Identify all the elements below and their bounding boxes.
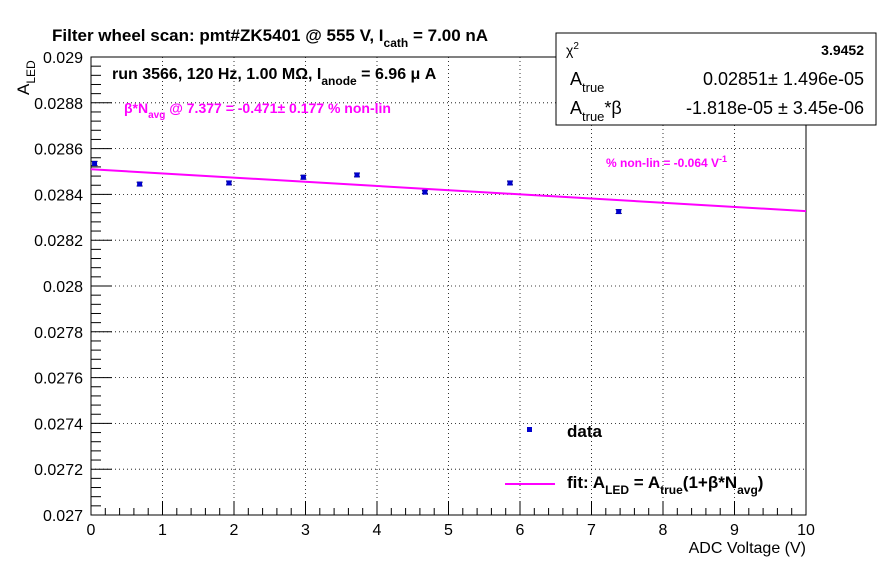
data-marks xyxy=(90,160,807,215)
stats-chi2-value: 3.9452 xyxy=(821,42,864,58)
plot-frame xyxy=(90,56,807,516)
stats-box-frame xyxy=(555,32,877,126)
stats-chi2-label: χ2 xyxy=(566,41,579,58)
x-axis-label: ADC Voltage (V) xyxy=(689,540,806,557)
y-tick-label: 0.028 xyxy=(43,279,83,296)
y-tick-label: 0.0288 xyxy=(34,96,83,113)
nonlin-annotation: β*Navg @ 7.377 = -0.471± 0.177 % non-lin xyxy=(124,100,391,121)
x-tick-label: 2 xyxy=(230,522,239,539)
data-point xyxy=(300,174,306,180)
y-tick-label: 0.0282 xyxy=(34,233,83,250)
stats-atrue-beta-value: -1.818e-05 ± 3.45e-06 xyxy=(686,98,864,118)
y-tick-label: 0.0276 xyxy=(34,371,83,388)
legend: data fit: ALED = Atrue(1+β*Navg) xyxy=(505,422,763,497)
data-point xyxy=(92,160,98,166)
x-tick-label: 7 xyxy=(587,522,596,539)
y-tick-label: 0.029 xyxy=(43,50,83,67)
grid: 0 1 2 3 4 5 6 7 8 9 10 0.027 0.0272 0.0274 0.0276 0.027… xyxy=(34,50,815,539)
run-info: run 3566, 120 Hz, 1.00 MΩ, Ianode = 6.96… xyxy=(112,66,437,88)
x-tick-label: 4 xyxy=(373,522,382,539)
y-tick-label: 0.0284 xyxy=(34,187,83,204)
y-tick-label: 0.0272 xyxy=(34,462,83,479)
legend-fit-label: fit: ALED = Atrue(1+β*Navg) xyxy=(567,473,763,497)
x-tick-label: 8 xyxy=(659,522,668,539)
y-tick-label: 0.0274 xyxy=(34,416,83,433)
y-tick-label: 0.027 xyxy=(43,508,83,525)
x-tick-label: 5 xyxy=(444,522,453,539)
data-point xyxy=(226,180,232,186)
x-tick-label: 10 xyxy=(797,522,815,539)
x-tick-label: 9 xyxy=(730,522,739,539)
stats-atrue-beta-label: Atrue*β xyxy=(570,98,622,124)
x-tick-label: 3 xyxy=(301,522,310,539)
fit-line xyxy=(90,168,807,213)
x-tick-label: 6 xyxy=(516,522,525,539)
data-point xyxy=(137,181,143,187)
y-tick-label: 0.0286 xyxy=(34,142,83,159)
data-point xyxy=(354,172,360,178)
slope-annotation: % non-lin = -0.064 V-1 xyxy=(606,154,727,170)
y-tick-label: 0.0278 xyxy=(34,325,83,342)
data-point xyxy=(616,209,622,215)
x-tick-label: 0 xyxy=(87,522,96,539)
stats-atrue-label: Atrue xyxy=(570,69,604,95)
chart-title: Filter wheel scan: pmt#ZK5401 @ 555 V, I… xyxy=(52,26,488,50)
data-point xyxy=(507,180,513,186)
y-axis-label: ALED xyxy=(14,60,38,95)
legend-data-marker xyxy=(527,427,532,432)
stats-atrue-value: 0.02851± 1.496e-05 xyxy=(703,69,864,89)
legend-data-label: data xyxy=(567,422,603,441)
data-point xyxy=(422,189,428,195)
stats-box: χ2 3.9452 Atrue 0.02851± 1.496e-05 Atrue… xyxy=(555,32,877,126)
x-tick-label: 1 xyxy=(158,522,167,539)
